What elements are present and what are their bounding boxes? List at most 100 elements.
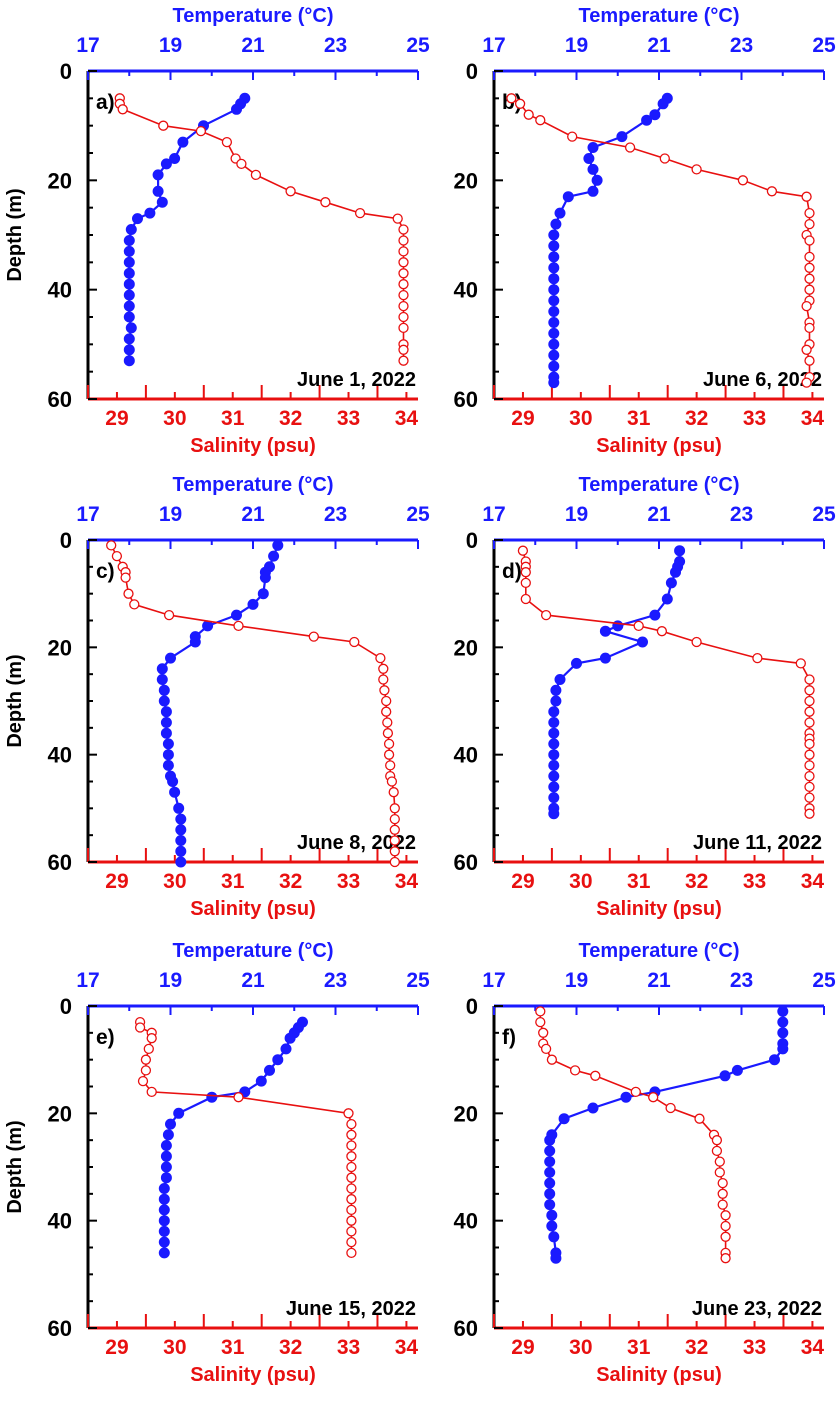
salinity-tick-label: 34 [801,407,825,430]
salinity-point [506,93,517,104]
salinity-point [381,695,392,707]
depth-tick-label: 60 [454,1316,478,1341]
temperature-point [175,813,187,825]
temperature-tick-label: 19 [159,969,182,992]
temperature-point [189,636,201,648]
temperature-point [206,1091,218,1103]
temperature-point [548,327,560,339]
salinity-point [540,609,552,621]
salinity-point [398,257,409,268]
salinity-point [250,169,262,181]
salinity-point [795,658,806,669]
temperature-point [548,792,560,804]
temperature-point [158,1193,170,1205]
temperature-point [554,674,566,685]
depth-tick-label: 0 [466,528,478,553]
salinity-point [514,98,526,109]
depth-tick-label: 60 [48,387,72,412]
temperature-point [123,245,135,257]
temperature-point [587,1102,599,1114]
salinity-point [804,760,815,771]
salinity-point [535,1016,546,1028]
panel-label: c) [96,560,115,583]
salinity-point [398,224,409,235]
depth-tick-label: 20 [48,635,72,660]
salinity-point [389,824,400,835]
salinity-axis-title: Salinity (psu) [596,898,722,920]
salinity-tick-label: 29 [105,1336,128,1359]
temperature-point [548,251,560,263]
salinity-tick-label: 31 [221,1336,245,1359]
salinity-tick-label: 29 [511,870,534,893]
temperature-point [548,781,560,793]
depth-tick-label: 60 [454,850,478,875]
temperature-point [657,98,669,110]
temperature-point [548,284,560,296]
temperature-tick-label: 23 [324,34,347,57]
depth-tick-label: 40 [48,1209,72,1234]
temperature-tick-label: 23 [730,969,753,992]
temperature-point [165,652,176,664]
salinity-point [801,300,812,312]
temperature-tick-label: 19 [565,34,588,57]
salinity-tick-label: 31 [221,870,245,893]
temperature-point [152,185,164,197]
salinity-tick-label: 33 [337,1336,360,1359]
salinity-tick-label: 31 [627,407,651,430]
temperature-point [544,1177,556,1189]
temperature-point [583,153,595,164]
temperature-point [649,109,661,121]
temperature-profile-line [552,550,681,814]
salinity-point [398,311,409,323]
temperature-point [599,652,611,664]
salinity-point [804,717,815,728]
temperature-tick-label: 17 [482,503,505,526]
salinity-point [398,344,409,355]
salinity-point [398,289,409,301]
temperature-tick-label: 23 [730,34,753,57]
salinity-axis-title: Salinity (psu) [190,898,316,920]
temperature-point [158,1247,170,1259]
salinity-point [648,1092,659,1103]
temperature-point [548,1231,560,1243]
temperature-point [160,706,172,718]
salinity-point [385,760,396,771]
temperature-point [160,717,172,728]
temperature-point [162,738,174,750]
temperature-point [548,295,560,307]
depth-tick-label: 60 [454,387,478,412]
salinity-point [398,279,409,290]
salinity-point [804,273,815,284]
salinity-point [546,1054,558,1065]
salinity-tick-label: 30 [569,1336,592,1359]
salinity-tick-label: 31 [627,870,651,893]
temperature-point [259,572,271,584]
temperature-point [548,377,560,389]
temperature-point [548,749,560,761]
salinity-point [346,1151,357,1162]
temperature-tick-label: 23 [730,503,753,526]
salinity-point [346,1140,357,1151]
salinity-profile-line [119,98,405,361]
salinity-point [540,1043,552,1055]
salinity-point [630,1086,641,1098]
salinity-point [720,1220,731,1232]
temperature-point [661,593,673,605]
temperature-axis-title: Temperature (°C) [579,940,740,962]
salinity-point [123,588,134,599]
salinity-point [801,344,812,355]
salinity-tick-label: 34 [395,1336,419,1359]
salinity-point [520,577,531,589]
salinity-point [386,776,398,787]
salinity-point [375,652,386,664]
temperature-point [162,749,174,761]
temperature-tick-label: 23 [324,503,347,526]
temperature-point [616,131,628,143]
salinity-point [233,620,244,632]
temperature-point [550,684,562,696]
salinity-tick-label: 30 [163,870,186,893]
temperature-point [144,207,156,219]
temperature-axis-title: Temperature (°C) [173,940,334,962]
temperature-point [175,824,187,836]
